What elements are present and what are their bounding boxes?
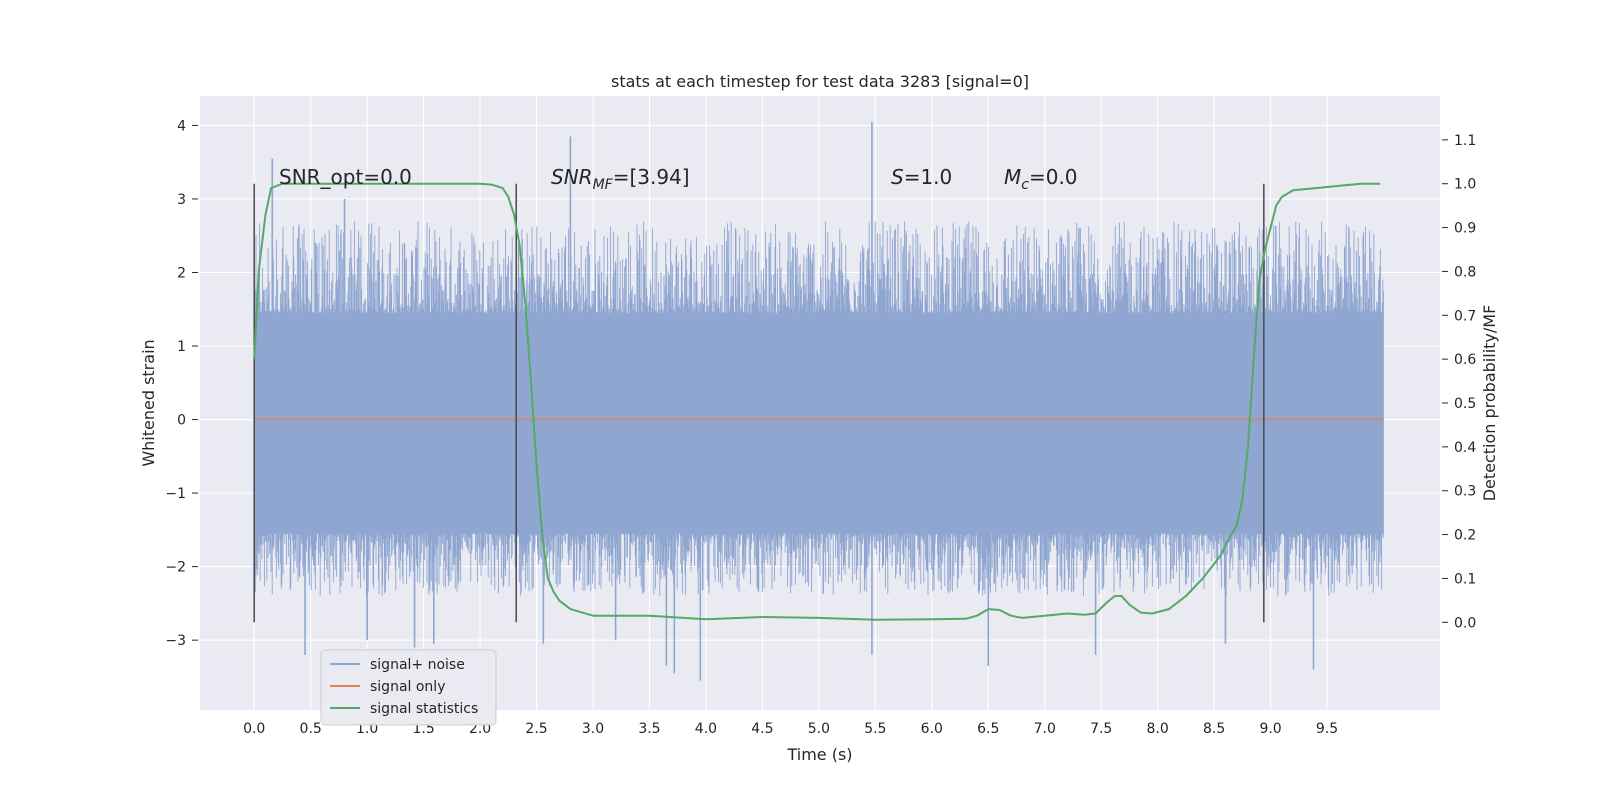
annotation-mc: Mc=0.0	[1004, 165, 1078, 193]
x-tick-label: 7.0	[1034, 721, 1056, 737]
y-tick-label: 4	[177, 118, 186, 134]
y-tick-label: −2	[165, 560, 186, 576]
legend-label-signal: signal only	[370, 679, 445, 695]
x-tick-label: 9.5	[1316, 721, 1338, 737]
x-tick-label: 8.5	[1203, 721, 1225, 737]
y2-tick-label: 1.1	[1454, 133, 1476, 149]
x-tick-label: 0.5	[300, 721, 322, 737]
y-tick-label: 3	[177, 192, 186, 208]
y2-tick-label: 0.9	[1454, 221, 1476, 237]
noise-series	[253, 121, 1384, 681]
annotation-s: S=1.0	[891, 165, 952, 189]
statistics-series	[253, 182, 1381, 621]
x-tick-label: 8.0	[1147, 721, 1169, 737]
y2-tick-label: 0.4	[1454, 440, 1476, 456]
x-tick-label: 3.0	[582, 721, 604, 737]
y2-tick-label: 0.3	[1454, 484, 1476, 500]
annotation-snr-mf: SNRMF=[3.94]	[551, 165, 690, 193]
x-tick-label: 6.5	[977, 721, 999, 737]
y2-tick-label: 1.0	[1454, 177, 1476, 193]
x-tick-label: 6.0	[921, 721, 943, 737]
legend-label-noise: signal+ noise	[370, 657, 465, 673]
x-tick-label: 0.0	[243, 721, 265, 737]
y2-axis-label: Detection probability/MF	[1480, 305, 1499, 502]
x-axis-label: Time (s)	[786, 745, 852, 764]
legend: signal+ noise signal only signal statist…	[320, 649, 497, 726]
legend-box	[320, 649, 497, 726]
y-tick-label: 1	[177, 339, 186, 355]
y2-tick-label: 0.7	[1454, 308, 1476, 324]
y2-tick-label: 0.1	[1454, 571, 1476, 587]
x-tick-label: 9.0	[1259, 721, 1281, 737]
y2-tick-label: 0.6	[1454, 352, 1476, 368]
x-tick-label: 5.5	[864, 721, 886, 737]
statistics-line	[253, 182, 1381, 621]
x-tick-label: 3.5	[638, 721, 660, 737]
y2-tick-label: 0.2	[1454, 528, 1476, 544]
chart-title: stats at each timestep for test data 328…	[611, 72, 1029, 91]
y2-tick-label: 0.8	[1454, 264, 1476, 280]
x-tick-label: 2.5	[525, 721, 547, 737]
y-axis-label: Whitened strain	[139, 339, 158, 466]
y-tick-label: −1	[165, 486, 186, 502]
y2-tick-label: 0.0	[1454, 615, 1476, 631]
x-tick-label: 4.0	[695, 721, 717, 737]
x-tick-label: 4.5	[751, 721, 773, 737]
x-tick-label: 7.5	[1090, 721, 1112, 737]
y-tick-label: 0	[177, 413, 186, 429]
x-tick-label: 5.0	[808, 721, 830, 737]
y-tick-label: 2	[177, 265, 186, 281]
tick-labels: 0.0 0.5 1.0 1.5 2.0 2.5 3.0 3.5 4.0 4.5 5.0 5.5 6.0 6…	[165, 118, 1476, 737]
y2-tick-label: 0.5	[1454, 396, 1476, 412]
legend-label-stats: signal statistics	[370, 701, 478, 717]
y-tick-label: −3	[165, 633, 186, 649]
annotation-snr-opt: SNR_opt=0.0	[279, 165, 412, 189]
